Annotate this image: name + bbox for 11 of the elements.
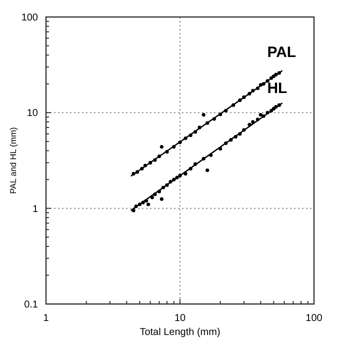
x-axis-title: Total Length (mm)	[140, 327, 220, 338]
x-tick-label: 100	[306, 313, 323, 324]
y-tick-label: 100	[21, 12, 38, 24]
x-tick-label: 10	[174, 313, 186, 324]
y-axis-title: PAL and HL (mm)	[8, 126, 18, 194]
series-label: HL	[267, 80, 288, 98]
y-tick-label: 10	[26, 108, 38, 120]
x-tick-label: 1	[43, 313, 50, 324]
series-label: PAL	[267, 44, 296, 61]
y-tick-label: 1	[32, 204, 38, 215]
y-tick-label: 0.1	[24, 300, 38, 310]
